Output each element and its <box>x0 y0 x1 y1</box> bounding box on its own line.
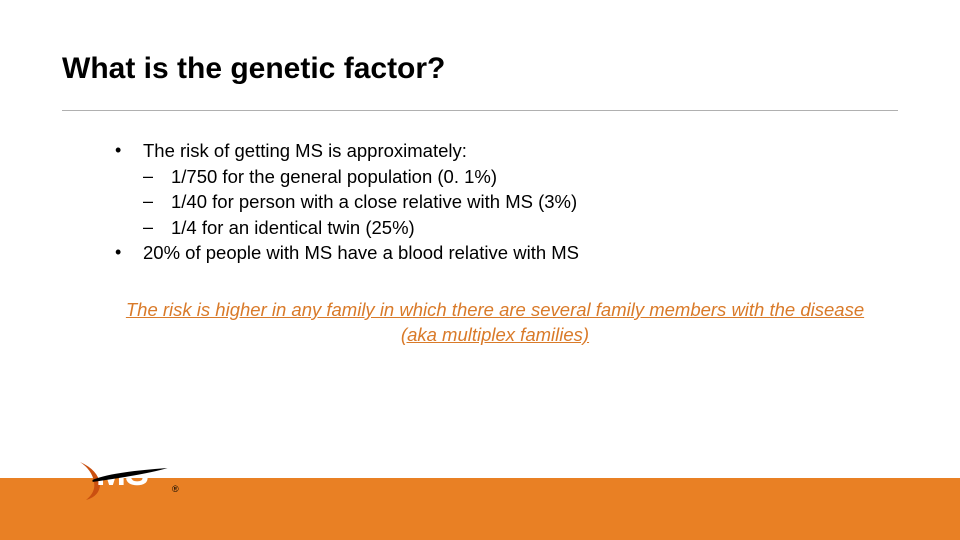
registered-mark: ® <box>172 484 179 494</box>
content-area: The risk of getting MS is approximately:… <box>115 138 875 266</box>
slide-title: What is the genetic factor? <box>62 52 445 86</box>
ms-logo: MS ® <box>78 448 188 496</box>
emphasis-span: The risk is higher in any family in whic… <box>126 299 864 345</box>
list-item: 20% of people with MS have a blood relat… <box>115 240 875 266</box>
emphasis-text: The risk is higher in any family in whic… <box>115 298 875 348</box>
title-divider <box>62 110 898 111</box>
bullet-list: The risk of getting MS is approximately:… <box>115 138 875 266</box>
list-item: The risk of getting MS is approximately: <box>115 138 875 164</box>
list-item: 1/40 for person with a close relative wi… <box>115 189 875 215</box>
slide: What is the genetic factor? The risk of … <box>0 0 960 540</box>
list-item: 1/4 for an identical twin (25%) <box>115 215 875 241</box>
list-item: 1/750 for the general population (0. 1%) <box>115 164 875 190</box>
